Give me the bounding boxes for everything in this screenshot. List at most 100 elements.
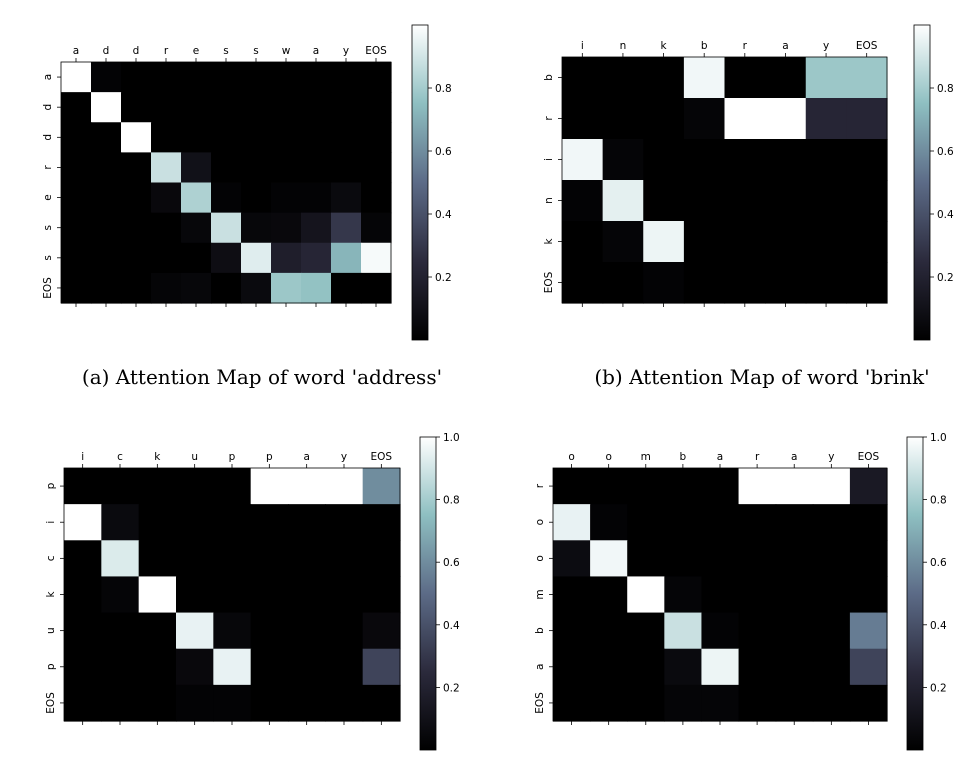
- heatmap-cell: [849, 468, 888, 505]
- heatmap-cell: [701, 684, 740, 722]
- heatmap-cell: [138, 648, 177, 686]
- colorbar-tick-label: 0.4: [937, 209, 954, 221]
- heatmap-cell: [724, 139, 766, 181]
- heatmap-cell: [288, 612, 326, 650]
- heatmap-cell: [271, 62, 302, 93]
- heatmap-cell: [849, 540, 888, 578]
- heatmap-cell: [362, 576, 401, 614]
- heatmap-cell: [61, 272, 92, 304]
- heatmap-cell: [602, 98, 644, 140]
- heatmap-cell: [362, 504, 401, 541]
- heatmap-cell: [643, 221, 685, 263]
- x-tick-label: a: [313, 45, 319, 57]
- heatmap-cell: [61, 242, 92, 274]
- y-tick-label: d: [42, 104, 54, 111]
- heatmap-cell: [643, 139, 685, 181]
- heatmap-cell: [331, 152, 362, 184]
- y-tick-label: p: [45, 482, 57, 489]
- heatmap-cell: [241, 182, 272, 214]
- heatmap-cell: [288, 468, 326, 505]
- heatmap-cell: [271, 122, 302, 153]
- colorbar-tick-label: 0.8: [443, 495, 460, 507]
- heatmap-cell: [61, 152, 92, 184]
- heatmap-cell: [250, 648, 289, 686]
- heatmap-cell: [176, 504, 214, 541]
- heatmap-cell: [701, 540, 740, 578]
- heatmap-cell: [121, 182, 152, 214]
- heatmap-cell: [683, 262, 726, 304]
- heatmap-cell: [213, 684, 252, 722]
- heatmap-cell: [590, 576, 628, 614]
- x-tick-label: EOS: [371, 451, 393, 463]
- heatmap-cell: [181, 182, 212, 214]
- heatmap-cell: [151, 92, 182, 123]
- heatmap-cell: [101, 684, 140, 722]
- x-tick-label: a: [791, 451, 797, 463]
- colorbar-tick-label: 0.4: [930, 620, 947, 632]
- heatmap-cell: [176, 648, 214, 686]
- heatmap-cell: [602, 139, 644, 181]
- heatmap-cell: [91, 92, 122, 123]
- heatmap-cell: [138, 468, 177, 505]
- colorbar: [906, 436, 924, 751]
- heatmap-cell: [61, 182, 92, 214]
- heatmap-cell: [61, 212, 92, 244]
- heatmap-cell: [331, 182, 362, 214]
- x-tick-label: c: [117, 451, 123, 463]
- heatmap-cell: [64, 612, 102, 650]
- heatmap-cell: [151, 62, 182, 93]
- x-tick-label: b: [680, 451, 687, 463]
- x-tick-label: y: [343, 45, 349, 57]
- heatmap-cell: [91, 122, 122, 153]
- heatmap-cell: [775, 648, 814, 686]
- x-tick-label: r: [743, 40, 748, 52]
- heatmap-cell: [121, 212, 152, 244]
- x-tick-label: a: [303, 451, 309, 463]
- heatmap-cell: [138, 540, 177, 578]
- x-tick-label: n: [620, 40, 627, 52]
- heatmap-cell: [213, 540, 252, 578]
- heatmap-cell: [211, 272, 242, 304]
- heatmap-cell: [181, 122, 212, 153]
- heatmap-cell: [213, 612, 252, 650]
- heatmap-cell: [64, 540, 102, 578]
- heatmap-panel-address: a d d r e s s w a y EOS a d d r e s s EOS 0.2 0.4 0.6 0.8: [42, 24, 452, 341]
- heatmap-cell: [288, 684, 326, 722]
- x-tick-label: k: [154, 451, 161, 463]
- y-tick-label: o: [534, 519, 546, 525]
- heatmap-cell: [271, 242, 302, 274]
- heatmap-cell: [590, 504, 628, 541]
- x-tick-label: p: [266, 451, 273, 463]
- heatmap-cell: [241, 62, 272, 93]
- heatmap-panel-oombaray: o o m b a r a y EOS r o o m b a EOS 0.2 0.4 0.6 0.8 1.0: [534, 432, 947, 751]
- x-tick-label: d: [103, 45, 110, 57]
- x-tick-label: EOS: [858, 451, 880, 463]
- heatmap-cell: [846, 57, 888, 99]
- heatmap-cell: [805, 180, 847, 222]
- y-tick-label: EOS: [42, 277, 54, 299]
- colorbar-tick-label: 0.6: [443, 557, 460, 569]
- heatmap-cell: [176, 468, 214, 505]
- heatmap-cell: [724, 221, 766, 263]
- colorbar-tick-label: 0.4: [435, 209, 452, 221]
- heatmap-cell: [325, 576, 364, 614]
- heatmap-cell: [553, 612, 591, 650]
- heatmap-cell: [846, 139, 888, 181]
- x-tick-label: p: [229, 451, 236, 463]
- heatmap-cell: [241, 92, 272, 123]
- heatmap-cell: [331, 242, 362, 274]
- y-tick-label: e: [42, 194, 54, 200]
- heatmap-cell: [181, 92, 212, 123]
- heatmap-cell: [849, 576, 888, 614]
- heatmap-cell: [121, 272, 152, 304]
- heatmap-cell: [627, 612, 665, 650]
- heatmap-cell: [121, 92, 152, 123]
- x-tick-label: EOS: [365, 45, 387, 57]
- heatmap-cell: [724, 262, 766, 304]
- heatmap-cell: [271, 212, 302, 244]
- heatmap-cell: [361, 152, 392, 184]
- heatmap-cell: [738, 576, 777, 614]
- heatmap-cell: [765, 139, 807, 181]
- heatmap-cell: [176, 612, 214, 650]
